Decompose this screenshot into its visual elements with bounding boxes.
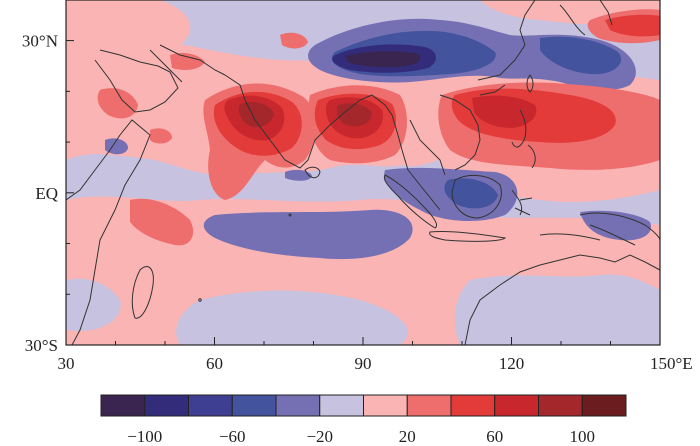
colorbar <box>100 394 627 417</box>
neutral-islands <box>66 274 660 345</box>
colorbar-tick-label: −100 <box>127 427 162 446</box>
lat-tick-label: EQ <box>35 184 58 203</box>
colorbar-swatch <box>319 394 364 417</box>
colorbar-swatch <box>406 394 452 417</box>
lon-tick-label: 120 <box>499 354 525 373</box>
colorbar-swatch <box>188 394 233 417</box>
lon-tick-label: 150°E <box>650 354 693 373</box>
core-negative-region <box>332 44 436 73</box>
colorbar-swatch <box>494 394 539 417</box>
colorbar-swatch <box>363 394 408 417</box>
map-panel <box>66 0 660 345</box>
colorbar-swatch <box>100 394 146 417</box>
colorbar-tick-label: −20 <box>306 427 333 446</box>
colorbar-swatch <box>538 394 583 417</box>
colorbar-tick-label: 100 <box>570 427 596 446</box>
axis-labels: 30 60 90 120 150°E 30°N EQ 30°S <box>22 32 693 373</box>
max-positive-regions <box>238 102 372 128</box>
colorbar-swatch <box>231 394 277 417</box>
lon-tick-label: 60 <box>206 354 223 373</box>
colorbar-swatch <box>275 394 321 417</box>
colorbar-labels: −100 −60 −20 20 60 100 <box>127 427 595 446</box>
lon-tick-label: 90 <box>355 354 372 373</box>
colorbar-tick-label: 60 <box>486 427 503 446</box>
colorbar-swatch <box>581 394 627 417</box>
lat-tick-label: 30°S <box>25 336 58 355</box>
colorbar-tick-label: 20 <box>399 427 416 446</box>
lat-tick-label: 30°N <box>22 32 58 51</box>
coastlines <box>66 0 660 345</box>
lon-tick-label: 30 <box>58 354 75 373</box>
axis-ticks <box>65 40 661 346</box>
colorbar-swatch <box>450 394 496 417</box>
colorbar-tick-label: −60 <box>219 427 246 446</box>
colorbar-swatch <box>144 394 189 417</box>
